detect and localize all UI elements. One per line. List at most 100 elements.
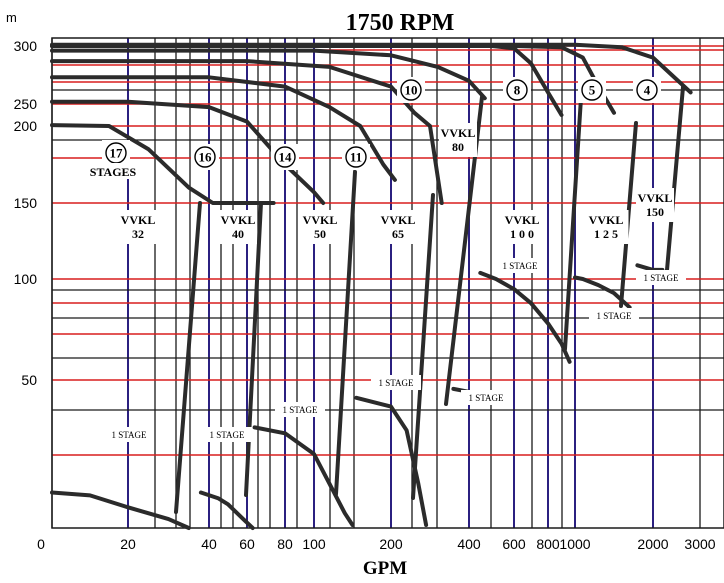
badge-number: 5 (589, 83, 596, 98)
one-stage-label: 1 STAGE (461, 390, 511, 405)
performance-curve (50, 99, 326, 205)
series-boundary-line (411, 193, 435, 500)
label-text: 1 STAGE (111, 430, 147, 440)
label-text: VVKL (121, 213, 156, 227)
performance-curve (354, 395, 429, 527)
label-text: 1 STAGE (643, 273, 679, 283)
label-background (499, 210, 545, 244)
label-text: VVKL (381, 213, 416, 227)
badge-circle (506, 79, 528, 101)
performance-curve (252, 425, 355, 527)
x-tick-label: 80 (277, 536, 293, 552)
label-background (301, 210, 339, 244)
performance-curve (573, 275, 632, 310)
x-tick-label: 800 (536, 536, 560, 552)
label-text: 1 STAGE (502, 261, 538, 271)
label-text: VVKL (505, 213, 540, 227)
one-stage-label: 1 STAGE (371, 375, 421, 390)
one-stage-label: 1 STAGE (636, 270, 686, 285)
label-text: 1 0 0 (510, 227, 534, 241)
performance-curve (50, 123, 276, 205)
label-text: 65 (392, 227, 404, 241)
performance-curve (478, 270, 572, 364)
label-background (583, 210, 629, 244)
badge-number: 8 (514, 83, 521, 98)
label-background (119, 210, 157, 244)
stage-count-badge: 16 (191, 144, 219, 170)
label-background (104, 427, 154, 442)
label-text: 50 (314, 227, 326, 241)
label-background (275, 402, 325, 417)
badge-circle (581, 79, 603, 101)
badge-number: 17 (110, 146, 124, 161)
label-background (80, 163, 146, 179)
label-background (636, 188, 674, 222)
one-stage-label: 1 STAGE (202, 427, 252, 442)
y-tick-label: 150 (14, 195, 38, 211)
badge-number: 10 (405, 83, 418, 98)
label-text: 80 (452, 140, 464, 154)
performance-curves (50, 42, 693, 530)
label-background (461, 390, 511, 405)
y-tick-label: 300 (14, 38, 38, 54)
badge-number: 4 (644, 83, 651, 98)
x-axis-title: GPM (363, 558, 407, 579)
axis-tick-labels: 300 250 200 150 100 50 0 20 40 60 80 100 200 400 600 80… (14, 38, 716, 552)
x-tick-label: 600 (502, 536, 526, 552)
x-tick-label: 200 (379, 536, 403, 552)
label-background (495, 258, 545, 273)
one-stage-label: 1 STAGE (589, 308, 639, 323)
badge-circle (274, 146, 296, 168)
stage-count-badge: 8 (503, 77, 531, 103)
stage-count-badge: 4 (633, 77, 661, 103)
performance-curve (635, 263, 665, 272)
label-text: 1 STAGE (282, 405, 318, 415)
label-background (636, 270, 686, 285)
series-boundary-line (174, 201, 202, 514)
badge-circle (194, 146, 216, 168)
performance-curve (50, 59, 444, 205)
label-background (439, 123, 477, 157)
label-text: 1 STAGE (468, 393, 504, 403)
x-tick-label: 40 (201, 536, 217, 552)
series-boundary-line (665, 85, 685, 272)
stages-label: STAGES (80, 163, 146, 179)
badge-circle (400, 79, 422, 101)
series-boundary-line (563, 96, 583, 351)
x-tick-label: 20 (120, 536, 136, 552)
badge-number: 14 (279, 150, 293, 165)
label-text: VVKL (638, 191, 673, 205)
badge-circle (345, 146, 367, 168)
performance-curve (50, 490, 191, 530)
label-text: VVKL (441, 126, 476, 140)
label-text: VVKL (303, 213, 338, 227)
x-tick-label: 400 (457, 536, 481, 552)
one-stage-label: 1 STAGE (495, 258, 545, 273)
badge-circle (636, 79, 658, 101)
x-tick-label: 100 (302, 536, 326, 552)
x-tick-label: 2000 (637, 536, 668, 552)
x-tick-label: 60 (239, 536, 255, 552)
y-tick-label: 50 (21, 372, 37, 388)
label-background (219, 210, 257, 244)
stage-count-badge: 10 (397, 77, 425, 103)
y-tick-label: 100 (14, 271, 38, 287)
label-text: VVKL (221, 213, 256, 227)
badge-number: 11 (350, 150, 362, 165)
performance-curve (50, 48, 487, 101)
y-axis-unit: m (6, 10, 17, 25)
stage-count-badge: 17 (102, 140, 130, 166)
label-background (589, 308, 639, 323)
label-text: VVKL (589, 213, 624, 227)
x-tick-label: 1000 (559, 536, 590, 552)
one-stage-label: 1 STAGE (275, 402, 325, 417)
x-tick-label: 3000 (684, 536, 715, 552)
label-text: 150 (646, 205, 664, 219)
